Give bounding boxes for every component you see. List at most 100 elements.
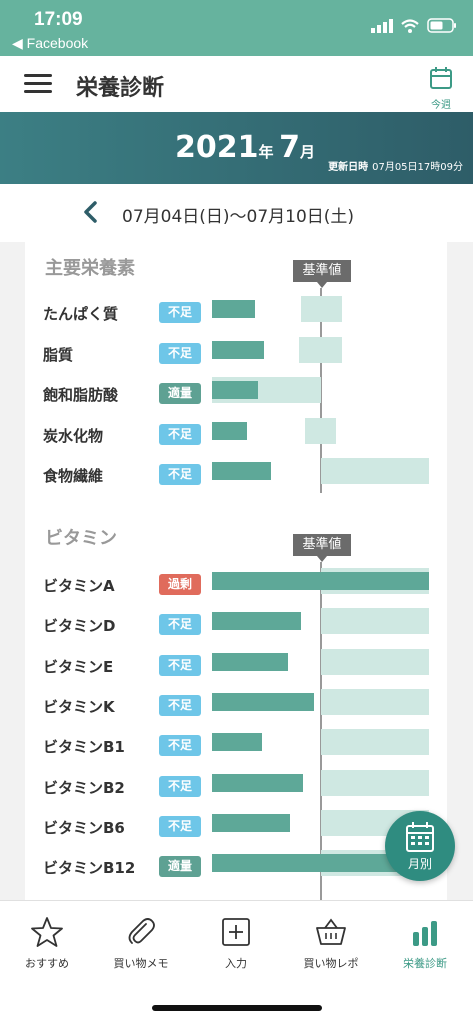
nutrient-label: ビタミンB2: [43, 778, 125, 797]
this-week-label: 今週: [431, 100, 451, 111]
tab-label: 買い物メモ: [113, 957, 169, 970]
year-suffix: 年: [258, 143, 274, 161]
nutrient-label: ビタミンB6: [43, 818, 125, 837]
month-value: 7: [279, 130, 300, 165]
nutrient-row: 飽和脂肪酸 適量: [25, 377, 447, 407]
year-value: 2021: [175, 130, 259, 165]
page-title: 栄養診断: [76, 76, 165, 101]
tab-nutrition-diagnosis[interactable]: 栄養診断: [378, 915, 472, 971]
previous-week-chevron-icon[interactable]: [80, 200, 102, 224]
intake-bar: [212, 340, 265, 359]
month-banner: 2021年 7月 更新日時 07月05日17時09分: [0, 112, 473, 184]
nutrient-row: ビタミンB2 不足: [25, 769, 447, 800]
nutrient-row: ビタミンB12 適量: [25, 850, 447, 880]
star-icon: [31, 917, 63, 947]
updated-at: 更新日時 07月05日17時09分: [328, 158, 463, 173]
nutrient-label: ビタミンB1: [43, 738, 125, 757]
status-badge: 不足: [159, 735, 201, 757]
standard-value-label: 基準値: [293, 260, 351, 288]
nutrient-label: 飽和脂肪酸: [43, 386, 119, 404]
this-week-button[interactable]: 今週: [427, 66, 455, 111]
nutrient-row: 脂質 不足: [25, 336, 447, 367]
week-navigation: 07月04日(日)〜07月10日(土): [0, 184, 473, 242]
status-time: 17:09: [34, 9, 83, 30]
standard-value-label: 基準値: [293, 534, 351, 562]
standard-range: [320, 729, 429, 756]
status-icons: [371, 18, 457, 33]
tab-label: 入力: [225, 957, 247, 970]
intake-bar: [212, 421, 247, 440]
status-badge: 不足: [159, 654, 201, 676]
nutrient-label: 脂質: [43, 345, 74, 364]
app-header: 栄養診断 今週: [0, 56, 473, 112]
tab-shopping-memo[interactable]: 買い物メモ: [94, 915, 188, 971]
intake-bar: [212, 300, 256, 318]
home-indicator: [152, 1005, 322, 1011]
tab-recommended[interactable]: おすすめ: [0, 915, 94, 971]
nutrient-row: 炭水化物 不足: [25, 417, 447, 448]
calendar-grid-icon: [406, 822, 434, 852]
nutrient-row: ビタミンD 不足: [25, 608, 447, 638]
status-badge: 不足: [159, 614, 201, 636]
tab-input[interactable]: 入力: [189, 915, 283, 971]
standard-range: [320, 458, 429, 484]
intake-bar: [212, 462, 271, 480]
status-bar: 17:09 ◀ Facebook: [0, 0, 473, 56]
intake-bar: [212, 733, 262, 752]
standard-range: [320, 608, 429, 635]
intake-bar: [212, 854, 403, 873]
standard-range: [320, 688, 429, 715]
nutrient-row: 食物繊維 不足: [25, 458, 447, 488]
month-suffix: 月: [299, 143, 315, 161]
standard-range: [305, 417, 336, 444]
intake-bar: [212, 572, 429, 590]
nutrient-row: ビタミンK 不足: [25, 688, 447, 719]
intake-bar: [212, 813, 291, 832]
monthly-view-button[interactable]: 月別: [385, 811, 455, 881]
tab-shopping-report[interactable]: 買い物レポ: [284, 915, 378, 971]
month-display: 2021年 7月: [175, 130, 315, 165]
nutrient-label: ビタミンB12: [43, 859, 136, 878]
status-badge: 適量: [159, 856, 201, 878]
standard-range: [320, 769, 429, 796]
status-badge: 不足: [159, 815, 201, 837]
section-title-vitamins: ビタミン: [45, 528, 117, 549]
tab-label: おすすめ: [25, 957, 69, 970]
updated-label: 更新日時: [328, 162, 369, 173]
nutrient-label: ビタミンA: [43, 577, 115, 595]
intake-bar: [212, 381, 258, 399]
nutrient-label: 炭水化物: [43, 426, 104, 445]
intake-bar: [212, 612, 301, 631]
standard-range: [298, 336, 343, 363]
nutrient-row: ビタミンE 不足: [25, 648, 447, 679]
intake-bar: [212, 692, 314, 711]
monthly-view-label: 月別: [407, 857, 432, 871]
nutrient-row: たんぱく質 不足: [25, 296, 447, 326]
status-badge: 不足: [159, 302, 201, 323]
status-badge: 過剰: [159, 574, 201, 595]
back-to-facebook-link[interactable]: ◀ Facebook: [12, 35, 89, 51]
battery-icon: [427, 18, 456, 33]
nutrient-label: たんぱく質: [43, 305, 119, 323]
signal-icon: [371, 18, 393, 33]
week-range: 07月04日(日)〜07月10日(土): [122, 207, 355, 227]
nutrient-label: 食物繊維: [43, 467, 104, 485]
nutrient-label: ビタミンD: [43, 617, 116, 636]
plus-box-icon: [222, 918, 250, 946]
tab-label: 栄養診断: [403, 957, 447, 970]
updated-value: 07月05日17時09分: [372, 162, 463, 173]
bar-chart-icon: [413, 921, 437, 946]
status-badge: 不足: [159, 342, 201, 364]
nutrition-card: 主要栄養素 基準値 たんぱく質 不足 脂質 不足 飽和脂肪酸 適量 炭水化物 不足 食物繊維 不足…: [25, 242, 447, 902]
wifi-icon: [401, 18, 419, 33]
standard-line: [320, 288, 322, 493]
nutrient-label: ビタミンK: [43, 697, 115, 716]
section-title-macros: 主要栄養素: [45, 258, 135, 279]
status-badge: 適量: [159, 383, 201, 404]
basket-icon: [316, 918, 346, 945]
hamburger-menu-icon[interactable]: [24, 74, 52, 96]
status-badge: 不足: [159, 775, 201, 797]
intake-bar: [212, 773, 304, 792]
standard-range: [300, 296, 343, 322]
calendar-icon: [430, 67, 452, 89]
